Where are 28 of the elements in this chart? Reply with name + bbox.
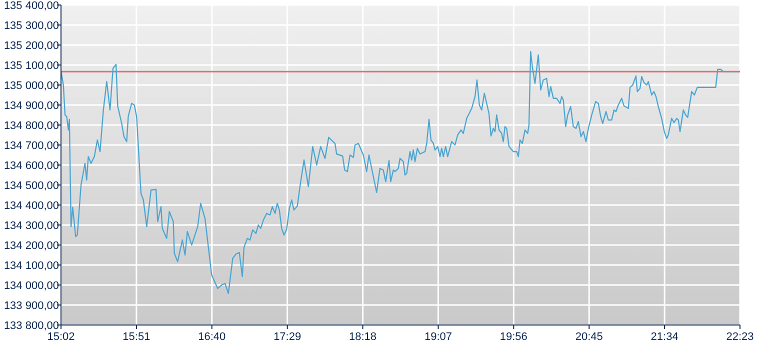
x-tick-label: 15:51 xyxy=(122,331,150,343)
y-tick-label: 134 800,00 xyxy=(4,120,59,132)
x-tick-label: 18:18 xyxy=(349,331,377,343)
y-tick-label: 135 200,00 xyxy=(4,40,59,52)
x-tick-label: 21:34 xyxy=(650,331,678,343)
y-tick-label: 134 900,00 xyxy=(4,100,59,112)
y-tick-label: 134 000,00 xyxy=(4,280,59,292)
x-tick-label: 19:56 xyxy=(500,331,528,343)
y-tick-label: 133 800,00 xyxy=(4,320,59,332)
y-tick-label: 135 400,00 xyxy=(4,0,59,12)
x-tick-label: 20:45 xyxy=(575,331,603,343)
line-series xyxy=(60,51,741,294)
x-tick-label: 15:02 xyxy=(47,331,75,343)
y-tick-label: 133 900,00 xyxy=(4,300,59,312)
x-tick-label: 16:40 xyxy=(198,331,226,343)
y-tick-label: 135 000,00 xyxy=(4,80,59,92)
y-tick-label: 134 300,00 xyxy=(4,220,59,232)
y-tick-label: 134 700,00 xyxy=(4,140,59,152)
y-tick-label: 134 200,00 xyxy=(4,240,59,252)
x-tick-label: 17:29 xyxy=(274,331,302,343)
x-tick-label: 19:07 xyxy=(424,331,452,343)
y-tick-label: 134 400,00 xyxy=(4,200,59,212)
y-tick-label: 134 100,00 xyxy=(4,260,59,272)
y-tick-label: 134 600,00 xyxy=(4,160,59,172)
y-tick-label: 135 300,00 xyxy=(4,20,59,32)
y-tick-label: 135 100,00 xyxy=(4,60,59,72)
x-tick-label: 22:23 xyxy=(726,331,754,343)
y-tick-label: 134 500,00 xyxy=(4,180,59,192)
